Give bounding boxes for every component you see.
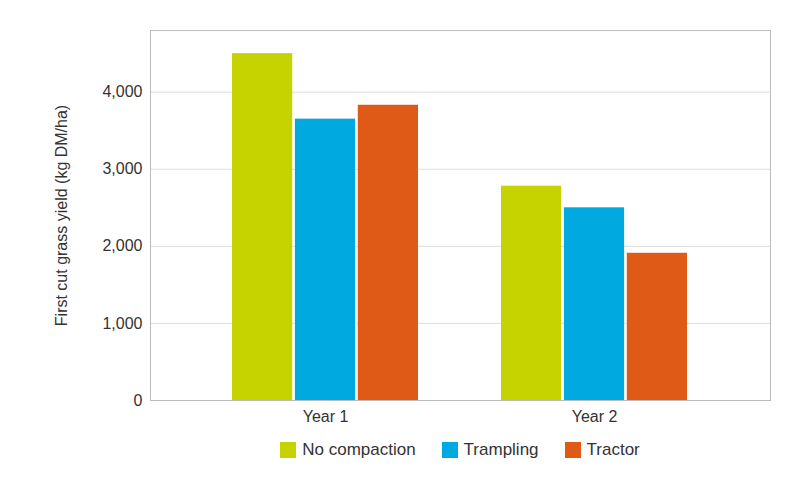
html-text:Tractor: Tractor	[586, 440, 640, 459]
html-text:Trampling: Trampling	[463, 440, 539, 459]
svg-text:0: 0	[134, 392, 143, 409]
svg-text:Year 2: Year 2	[572, 408, 618, 425]
svg-text:2,000: 2,000	[102, 237, 142, 254]
html-text:No compaction: No compaction	[302, 440, 416, 459]
svg-text:1,000: 1,000	[102, 315, 142, 332]
svg-text:4,000: 4,000	[102, 83, 142, 100]
svg-text:Year 1: Year 1	[303, 408, 349, 425]
svg-text:First cut grass yield (kg DM/h: First cut grass yield (kg DM/ha)	[53, 105, 70, 326]
svg-text:3,000: 3,000	[102, 160, 142, 177]
